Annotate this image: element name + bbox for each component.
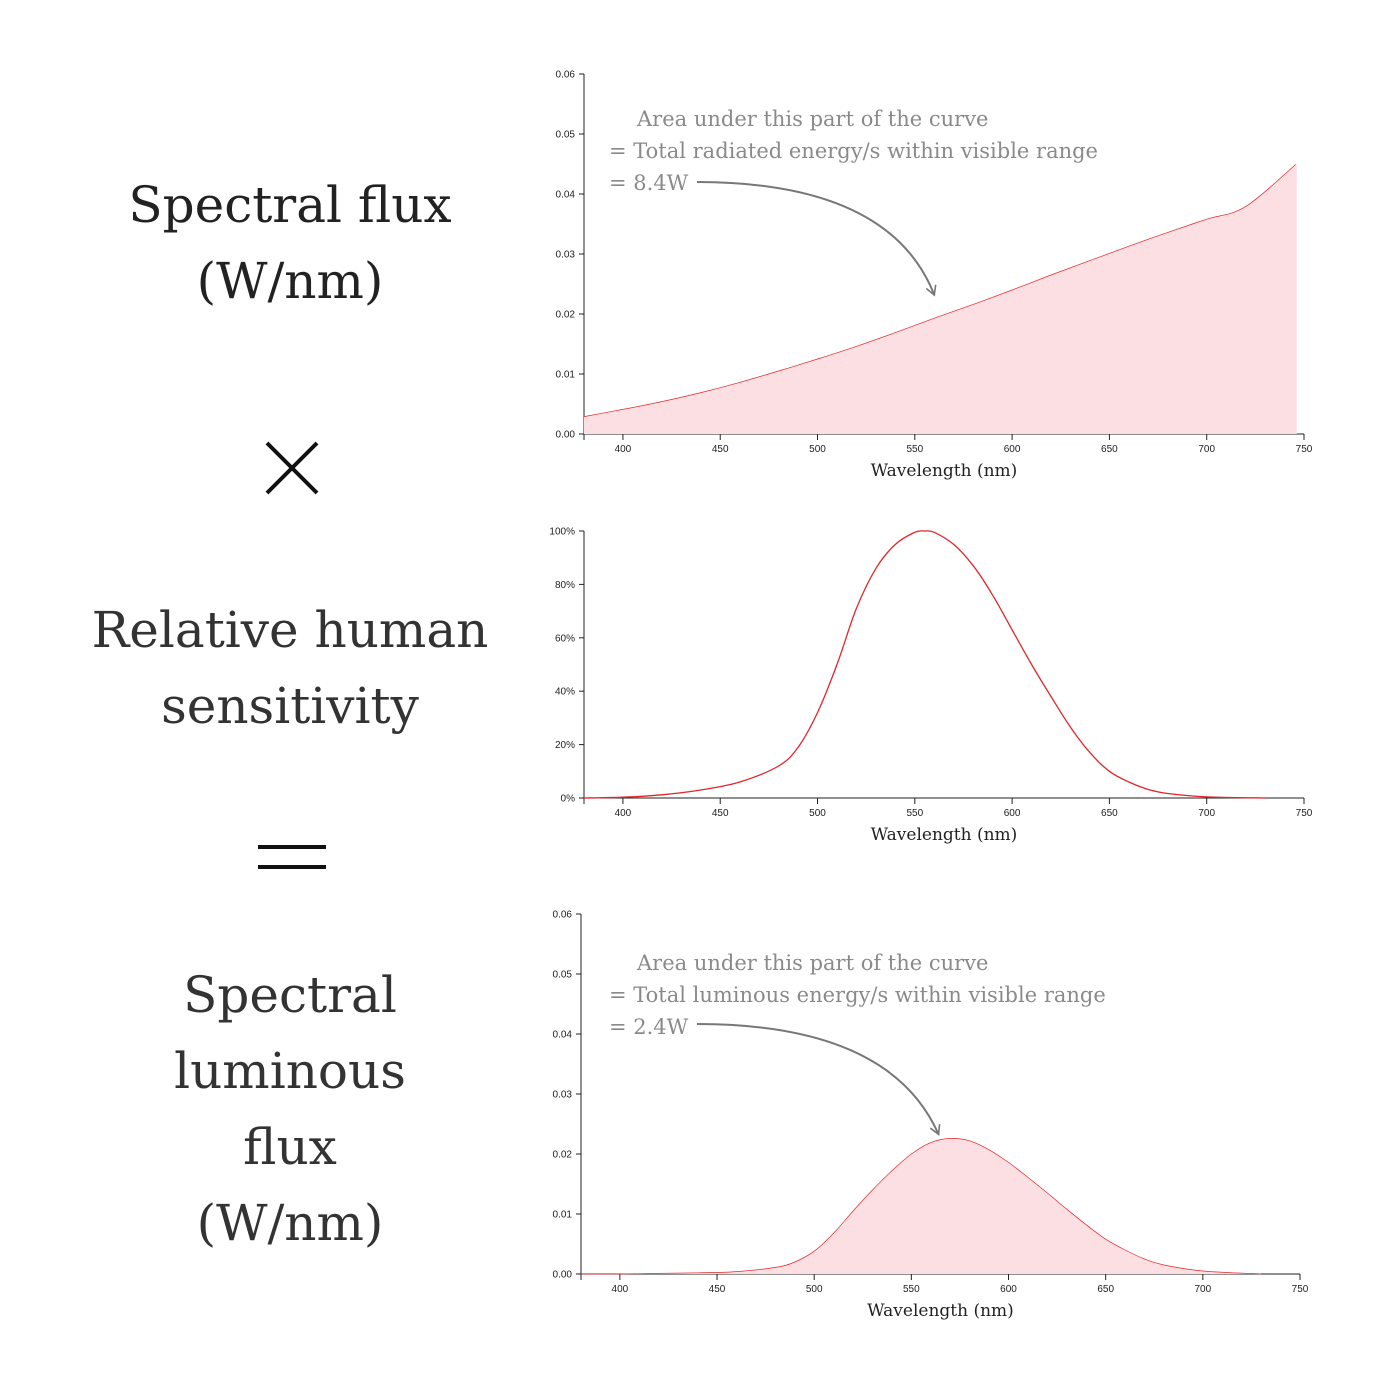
lum-y-tick-label: 0.06 (553, 910, 573, 921)
lum-y-tick-label: 0.01 (553, 1210, 573, 1221)
sens-chart: 0% 20% 40% 60% 80% 100% 400 450 500 550 600 650 700 7… (549, 527, 1312, 846)
sens-y-tick-label: 60% (555, 633, 575, 644)
lum-chart: 0.00 0.01 0.02 0.03 0.04 0.05 0.06 400 450 500 550… (553, 910, 1309, 1322)
flux-x-tick-label: 750 (1296, 444, 1313, 455)
flux-y-tick-label: 0.04 (556, 190, 576, 201)
lum-y-tick-label: 0.02 (553, 1150, 573, 1161)
lum-curve (580, 1137, 1262, 1275)
equals-operator: = (258, 845, 326, 869)
luminous-flux-label-line-3: flux (243, 1118, 337, 1176)
sens-y-tick-label: 100% (549, 527, 575, 538)
flux-y-tick-label: 0.01 (556, 370, 576, 381)
lum-area-fill (581, 1138, 1262, 1275)
flux-y-tick-label: 0.06 (556, 70, 576, 81)
lum-x-tick-label: 650 (1097, 1284, 1114, 1295)
sens-x-tick-label: 700 (1198, 808, 1215, 819)
lum-annotation-line: = Total luminous energy/s within visible… (609, 983, 1106, 1007)
multiply-operator: × (265, 441, 319, 495)
lum-y-tick-label: 0.03 (553, 1090, 573, 1101)
lum-x-tick-label: 600 (1000, 1284, 1017, 1295)
lum-x-tick-label: 400 (612, 1284, 629, 1295)
sens-x-axis-title: Wavelength (nm) (871, 825, 1018, 845)
sens-x-tick-label: 450 (712, 808, 729, 819)
luminous-flux-label: Spectral luminous flux (W/nm) (40, 957, 540, 1261)
sens-x-tick-label: 650 (1101, 808, 1118, 819)
sens-x-tick-label: 500 (809, 808, 826, 819)
lum-annotation-line: = 2.4W (609, 1015, 689, 1039)
lum-annotation-arrow (696, 1023, 941, 1136)
flux-area-fill (584, 164, 1297, 434)
flux-annotation-line: = 8.4W (609, 171, 689, 195)
flux-annotation-arrow (696, 181, 937, 297)
sens-x-tick-label: 600 (1004, 808, 1021, 819)
flux-y-tick-label: 0.05 (556, 130, 576, 141)
sens-x-tick-label: 750 (1296, 808, 1313, 819)
flux-x-tick-label: 400 (615, 444, 632, 455)
lum-annotation-line: Area under this part of the curve (636, 951, 988, 975)
flux-chart: 0.00 0.01 0.02 0.03 0.04 0.05 0.06 400 450 500 550… (556, 70, 1313, 482)
flux-y-tick-label: 0.03 (556, 250, 576, 261)
sens-curve (583, 530, 1266, 799)
sensitivity-label-line-2: sensitivity (161, 677, 419, 735)
flux-x-tick-label: 600 (1004, 444, 1021, 455)
sens-x-tick-label: 400 (615, 808, 632, 819)
lum-x-tick-label: 450 (709, 1284, 726, 1295)
flux-annotation-line: Area under this part of the curve (636, 107, 988, 131)
sens-y-tick-label: 0% (561, 794, 576, 805)
sens-x-tick-label: 550 (906, 808, 923, 819)
luminous-flux-label-line-4: (W/nm) (196, 1194, 384, 1252)
sens-y-tick-label: 40% (555, 687, 575, 698)
lum-y-tick-label: 0.04 (553, 1030, 573, 1041)
lum-x-tick-label: 500 (806, 1284, 823, 1295)
sensitivity-label-line-1: Relative human (91, 601, 489, 659)
luminous-flux-label-line-2: luminous (174, 1042, 406, 1100)
lum-x-tick-label: 700 (1194, 1284, 1211, 1295)
flux-x-tick-label: 500 (809, 444, 826, 455)
flux-x-tick-label: 650 (1101, 444, 1118, 455)
luminous-flux-label-line-1: Spectral (183, 966, 397, 1024)
spectral-flux-label-line-2: (W/nm) (196, 252, 384, 310)
sensitivity-label: Relative human sensitivity (40, 592, 540, 744)
flux-x-axis-title: Wavelength (nm) (871, 461, 1018, 481)
spectral-flux-label: Spectral flux (W/nm) (40, 167, 540, 319)
lum-x-tick-label: 550 (903, 1284, 920, 1295)
flux-curve (583, 163, 1297, 417)
lum-y-tick-label: 0.00 (553, 1270, 573, 1281)
flux-y-tick-label: 0.02 (556, 310, 576, 321)
flux-x-tick-label: 550 (906, 444, 923, 455)
sens-y-tick-label: 20% (555, 740, 575, 751)
lum-y-tick-label: 0.05 (553, 970, 573, 981)
lum-x-axis-title: Wavelength (nm) (867, 1301, 1014, 1321)
flux-y-tick-label: 0.00 (556, 430, 576, 441)
lum-x-tick-label: 750 (1292, 1284, 1309, 1295)
flux-annotation-line: = Total radiated energy/s within visible… (609, 139, 1098, 163)
spectral-flux-label-line-1: Spectral flux (128, 176, 452, 234)
sens-y-tick-label: 80% (555, 580, 575, 591)
flux-x-tick-label: 450 (712, 444, 729, 455)
flux-x-tick-label: 700 (1198, 444, 1215, 455)
